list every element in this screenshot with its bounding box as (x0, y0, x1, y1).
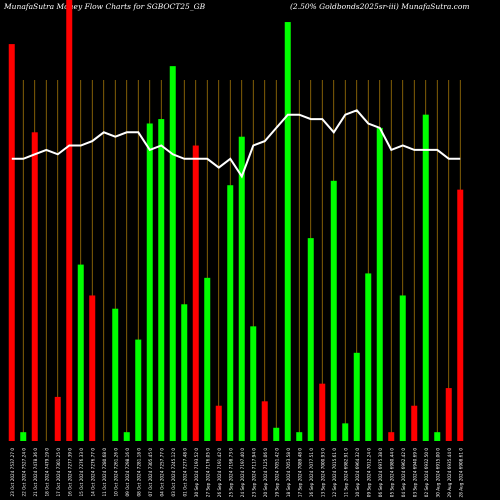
x-tick-label: 04 Sep 2024 6962.42 0 (401, 448, 406, 498)
x-tick-label: 17 Sep 2024 7089.48 0 (297, 448, 302, 498)
x-tick-label: 02 Sep 2024 6932.50 0 (424, 448, 429, 498)
volume-bar (192, 145, 199, 441)
x-tick-label: 07 Oct 2024 7305.45 0 (148, 448, 153, 497)
volume-bar (54, 396, 61, 441)
x-tick-label: 26 Sep 2024 7191.42 0 (217, 448, 222, 498)
volume-bar (411, 405, 418, 441)
volume-bar (238, 136, 245, 441)
x-tick-label: 11 Oct 2024 7280.68 0 (102, 448, 107, 497)
x-tick-label: 15 Oct 2024 7276.33 0 (79, 448, 84, 497)
x-tick-label: 20 Sep 2024 7125.06 0 (263, 448, 268, 498)
volume-bar (66, 0, 73, 441)
volume-bar (330, 180, 337, 441)
volume-bar (204, 277, 211, 441)
volume-bar (388, 432, 395, 441)
volume-bar (181, 304, 188, 441)
volume-bar (146, 123, 153, 441)
volume-bar (215, 405, 222, 441)
x-tick-label: 05 Sep 2024 6980.44 0 (389, 448, 394, 498)
x-tick-label: 04 Oct 2024 7257.77 0 (159, 448, 164, 497)
volume-bar (296, 432, 303, 441)
volume-bar (123, 432, 130, 441)
x-tick-label: 18 Oct 2024 7479.19 0 (44, 448, 49, 497)
x-tick-label: 28 Aug 2024 6908.61 0 (458, 448, 463, 498)
x-tick-label: 24 Sep 2024 7197.40 0 (240, 448, 245, 498)
volume-bar (31, 132, 38, 442)
x-tick-label: 03 Oct 2024 7245.12 0 (171, 448, 176, 497)
x-tick-label: 10 Oct 2024 7261.26 0 (113, 448, 118, 497)
x-tick-label: 21 Oct 2024 7478.36 0 (33, 448, 38, 497)
volume-bars (8, 0, 464, 442)
volume-bar (445, 388, 452, 441)
volume-bar (353, 352, 360, 441)
volume-bar (169, 66, 176, 442)
x-tick-label: 08 Oct 2024 7281.18 0 (136, 448, 141, 497)
volume-bar (158, 119, 165, 441)
x-tick-label: 14 Oct 2024 7276.77 0 (90, 448, 95, 497)
chart-title: MunafaSutra Money Flow Charts for SGBOCT… (4, 2, 206, 11)
money-flow-line (11, 109, 461, 179)
x-tick-label: 01 Oct 2024 7277.48 0 (182, 448, 187, 497)
x-tick-label: 19 Sep 2024 7051.42 0 (274, 448, 279, 498)
x-tick-label: 09 Oct 2024 7298.16 0 (125, 448, 130, 497)
x-tick-label: 12 Sep 2024 7015.61 0 (332, 448, 337, 498)
x-tick-label: 10 Sep 2024 6964.32 0 (355, 448, 360, 498)
volume-bar (399, 295, 406, 441)
x-tick-label: 30 Sep 2024 7193.52 0 (194, 448, 199, 498)
x-tick-label: 03 Sep 2024 6940.69 0 (412, 448, 417, 498)
x-tick-label: 06 Sep 2024 6975.38 0 (378, 448, 383, 498)
volume-bar (307, 238, 314, 441)
x-tick-label: 16 Sep 2024 7077.51 0 (309, 448, 314, 498)
x-tick-label: 13 Sep 2024 7000.93 0 (320, 448, 325, 498)
volume-bar (284, 22, 291, 442)
volume-bar (342, 423, 349, 441)
x-tick-label: 09 Sep 2024 7012.24 0 (366, 448, 371, 498)
volume-bar (227, 185, 234, 441)
x-tick-label: 22 Oct 2024 7527.24 0 (21, 448, 26, 497)
x-tick-label: 25 Sep 2024 7198.73 0 (228, 448, 233, 498)
volume-bar (112, 308, 119, 441)
x-tick-label: 11 Sep 2024 6982.91 0 (343, 448, 348, 498)
x-tick-label: 23 Oct 2024 7537.27 0 (10, 448, 15, 497)
x-tick-label: 16 Oct 2024 7277.39 0 (67, 448, 72, 497)
volume-bar (135, 339, 142, 441)
money-flow-line-layer (11, 109, 461, 179)
x-tick-label: 23 Sep 2024 7117.94 0 (251, 448, 256, 498)
volume-bar (434, 432, 441, 441)
volume-bar (457, 189, 464, 441)
x-tick-label: 30 Aug 2024 6915.00 0 (435, 448, 440, 498)
volume-bar (376, 127, 383, 441)
x-tick-labels: 23 Oct 2024 7537.27 0 22 Oct 2024 7527.24… (10, 448, 464, 498)
x-tick-label: 17 Oct 2024 7301.25 0 (56, 448, 61, 497)
chart-subtitle: (2.50% Goldbonds2025sr-iii) MunafaSutra.… (290, 2, 470, 11)
x-tick-label: 27 Sep 2024 7176.05 0 (205, 448, 210, 498)
volume-bar (319, 383, 326, 441)
volume-bar (250, 326, 257, 441)
volume-bar (261, 401, 268, 441)
volume-bar (273, 427, 280, 441)
x-tick-label: 29 Aug 2024 6935.44 0 (447, 448, 452, 498)
volume-bar (89, 295, 96, 441)
volume-bar (20, 432, 27, 441)
volume-bar (365, 273, 372, 441)
volume-bar (422, 114, 429, 441)
x-tick-label: 18 Sep 2024 7053.58 0 (286, 448, 291, 498)
volume-bar (77, 264, 84, 441)
volume-bar (8, 44, 15, 441)
